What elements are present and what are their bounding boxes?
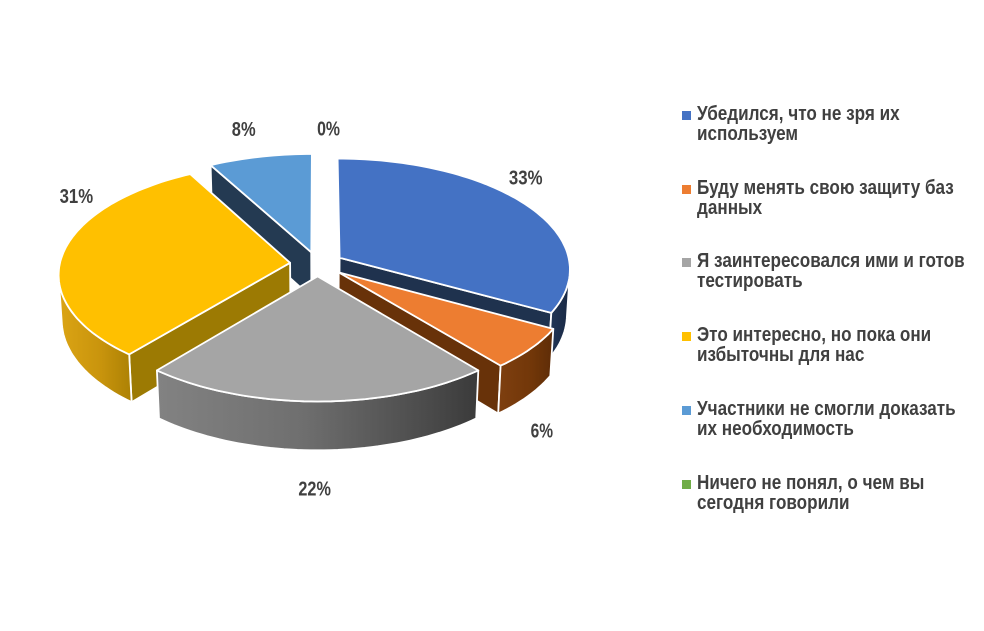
- svg-text:6%: 6%: [531, 421, 554, 443]
- svg-text:8%: 8%: [232, 119, 256, 141]
- svg-text:22%: 22%: [298, 479, 331, 501]
- svg-text:33%: 33%: [509, 167, 543, 189]
- svg-text:0%: 0%: [317, 119, 340, 141]
- svg-text:31%: 31%: [60, 186, 94, 208]
